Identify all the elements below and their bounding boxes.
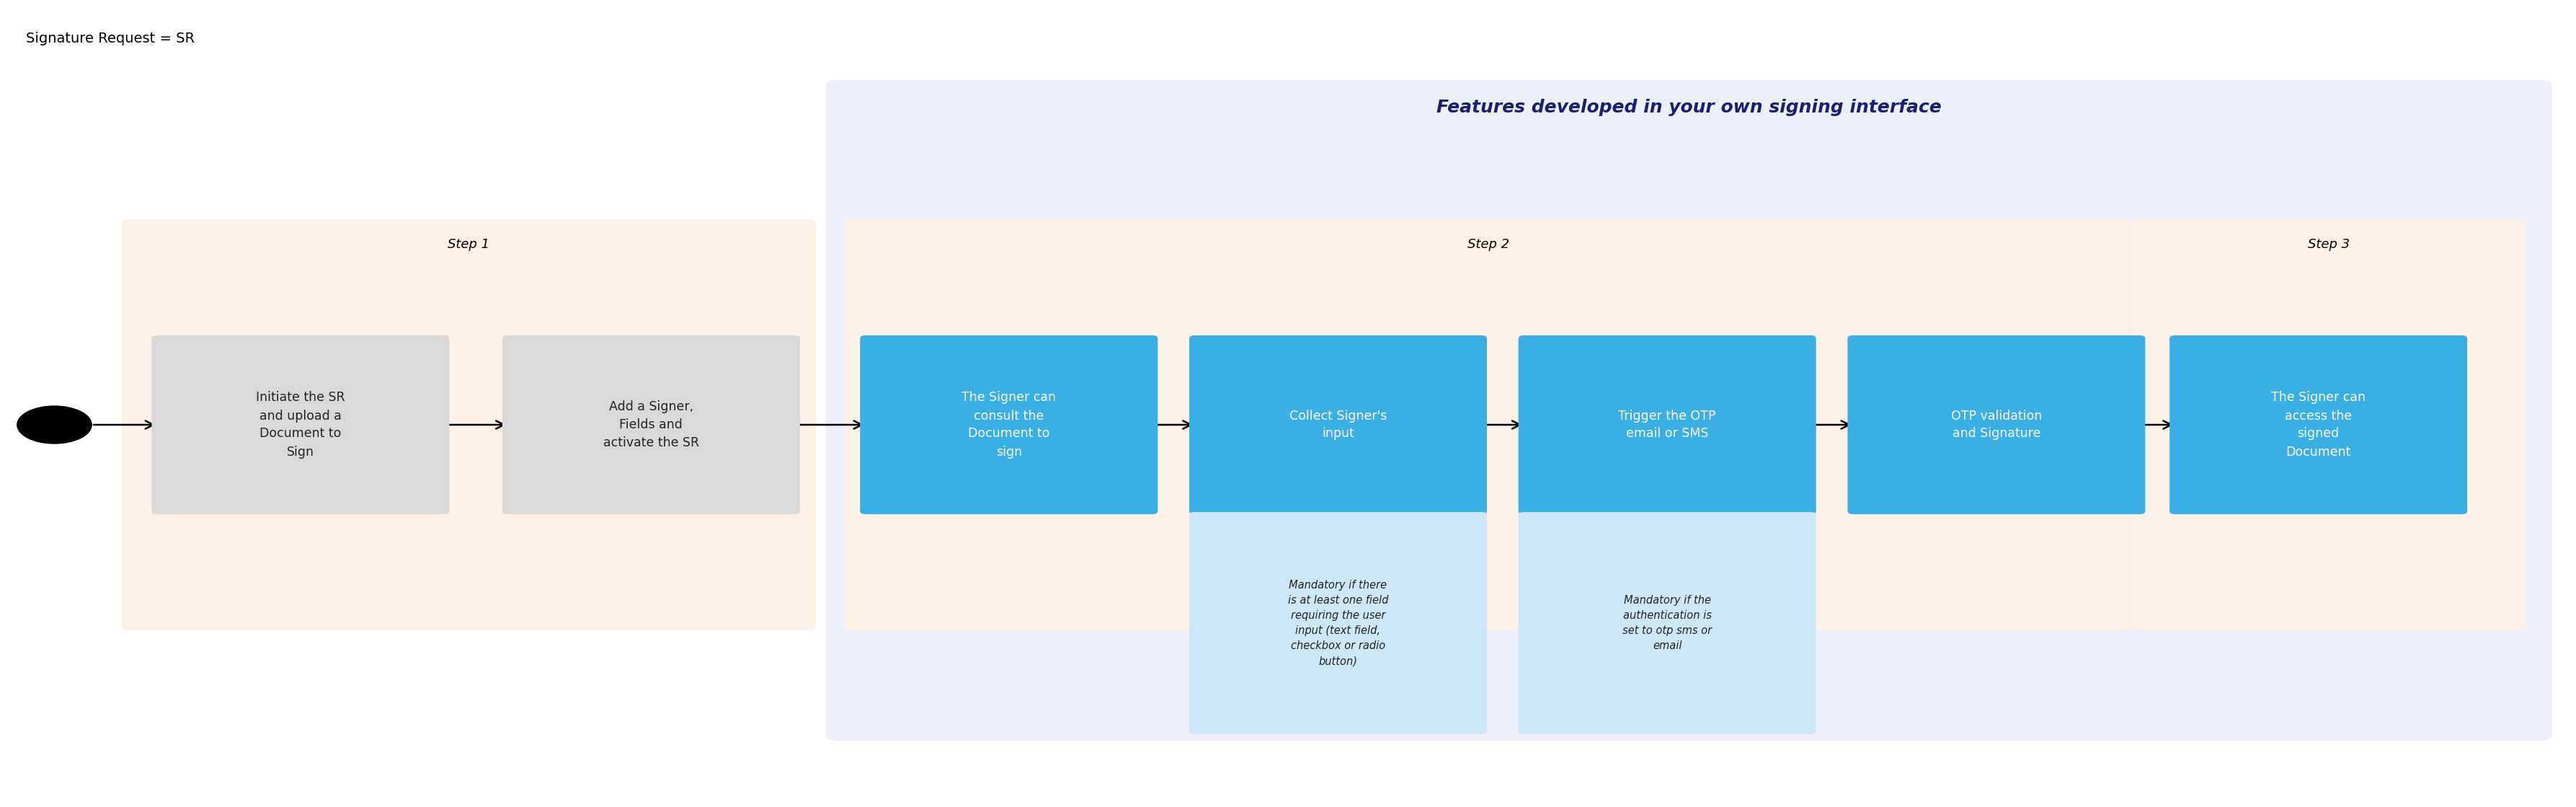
Circle shape	[18, 406, 93, 444]
Text: Trigger the OTP
email or SMS: Trigger the OTP email or SMS	[1618, 409, 1716, 441]
Text: Features developed in your own signing interface: Features developed in your own signing i…	[1437, 98, 1942, 116]
Text: Signature Request = SR: Signature Request = SR	[26, 31, 196, 45]
FancyBboxPatch shape	[827, 80, 2553, 741]
Text: The Signer can
access the
signed
Document: The Signer can access the signed Documen…	[2272, 391, 2365, 458]
FancyBboxPatch shape	[1517, 512, 1816, 734]
Text: Step 3: Step 3	[2308, 238, 2349, 251]
FancyBboxPatch shape	[2169, 336, 2468, 514]
FancyBboxPatch shape	[1517, 336, 1816, 514]
FancyBboxPatch shape	[845, 220, 2133, 630]
FancyBboxPatch shape	[152, 336, 448, 514]
FancyBboxPatch shape	[1190, 336, 1486, 514]
FancyBboxPatch shape	[1190, 512, 1486, 734]
Text: Collect Signer's
input: Collect Signer's input	[1291, 409, 1386, 441]
Text: Mandatory if there
is at least one field
requiring the user
input (text field,
c: Mandatory if there is at least one field…	[1288, 579, 1388, 667]
Text: OTP validation
and Signature: OTP validation and Signature	[1950, 409, 2043, 441]
FancyBboxPatch shape	[502, 336, 801, 514]
FancyBboxPatch shape	[1847, 336, 2146, 514]
FancyBboxPatch shape	[2133, 220, 2527, 630]
Text: Add a Signer,
Fields and
activate the SR: Add a Signer, Fields and activate the SR	[603, 400, 698, 449]
Text: The Signer can
consult the
Document to
sign: The Signer can consult the Document to s…	[961, 391, 1056, 458]
FancyBboxPatch shape	[121, 220, 817, 630]
Text: Step 2: Step 2	[1468, 238, 1510, 251]
Text: Step 1: Step 1	[448, 238, 489, 251]
Text: Initiate the SR
and upload a
Document to
Sign: Initiate the SR and upload a Document to…	[255, 391, 345, 458]
Text: Mandatory if the
authentication is
set to otp sms or
email: Mandatory if the authentication is set t…	[1623, 595, 1713, 651]
FancyBboxPatch shape	[860, 336, 1157, 514]
